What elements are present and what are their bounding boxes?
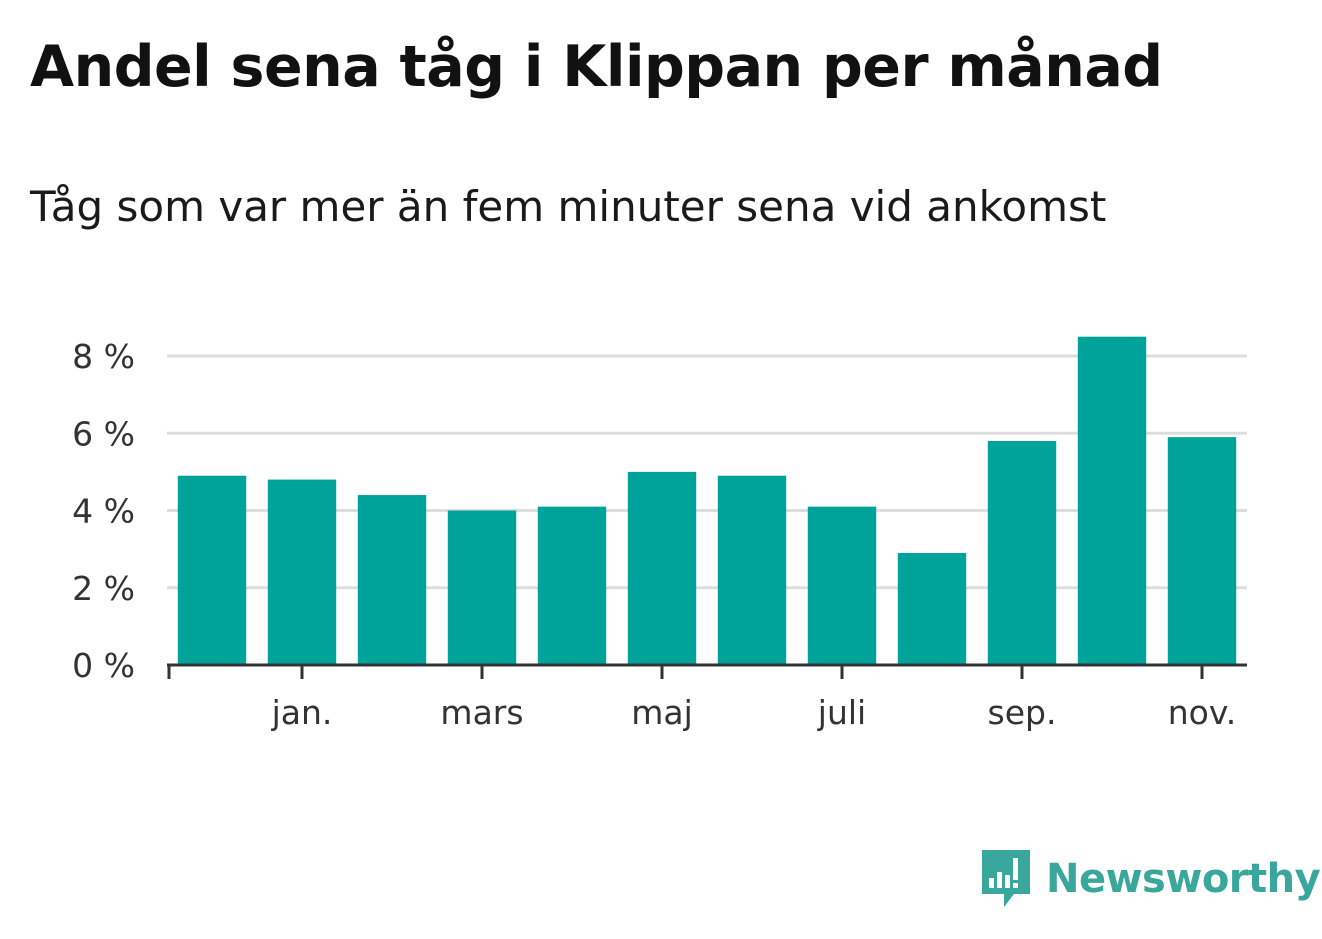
x-tick-label: nov.: [1168, 693, 1237, 732]
newsworthy-logo: Newsworthy: [980, 848, 1321, 910]
x-tick-label: jan.: [271, 693, 333, 732]
bar-mars: [447, 510, 517, 665]
x-tick-label: sep.: [988, 693, 1057, 732]
x-axis-labels: jan. mars maj juli sep. nov.: [271, 693, 1237, 732]
bar-chart: 0 % 2 % 4 % 6 % 8 % jan. mars maj juli sep. nov.: [72, 336, 1247, 732]
x-tick-label: mars: [440, 693, 523, 732]
newsworthy-chart-bubble-icon: [982, 850, 1030, 907]
y-tick-label: 4 %: [72, 492, 135, 531]
bar-dec.: [177, 475, 247, 665]
chart-subtitle: Tåg som var mer än fem minuter sena vid …: [30, 182, 1107, 231]
bar-apr.: [537, 506, 607, 665]
x-tick-label: maj: [631, 693, 693, 732]
bar-aug.: [897, 552, 967, 665]
bar-okt.: [1077, 336, 1147, 665]
y-tick-label: 6 %: [72, 414, 135, 453]
bar-sep.: [987, 440, 1057, 665]
y-tick-label: 8 %: [72, 337, 135, 376]
y-tick-label: 2 %: [72, 569, 135, 608]
bar-maj: [627, 471, 697, 665]
bar-juni: [717, 475, 787, 665]
brand-name: Newsworthy: [1046, 856, 1321, 902]
chart-title: Andel sena tåg i Klippan per månad: [30, 34, 1163, 100]
gridlines: [167, 354, 1247, 590]
bar-nov.: [1167, 437, 1237, 665]
x-tick-label: juli: [817, 693, 866, 732]
y-tick-label: 0 %: [72, 646, 135, 685]
x-axis: [167, 663, 1247, 679]
bar-juli: [807, 506, 877, 665]
bar-feb.: [357, 495, 427, 665]
y-axis-labels: 0 % 2 % 4 % 6 % 8 %: [72, 337, 135, 685]
bar-jan.: [267, 479, 337, 665]
bars: [177, 336, 1237, 665]
